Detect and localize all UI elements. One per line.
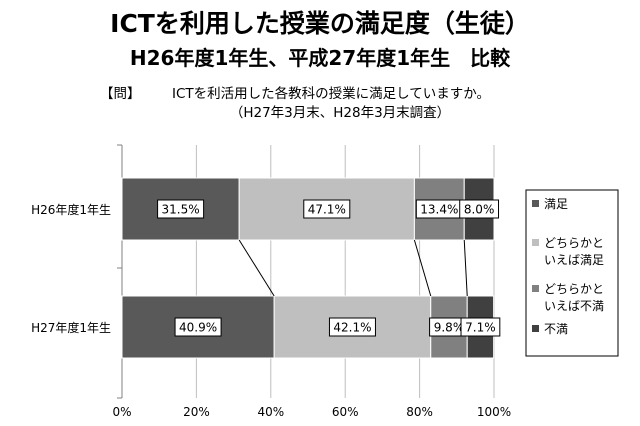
- series-line: [463, 239, 468, 297]
- survey-period: （H27年3月末、H28年3月末調査）: [229, 105, 451, 121]
- category-label: H26年度1年生: [31, 202, 111, 217]
- legend-label: どちらかと: [544, 282, 604, 296]
- data-label-box: [460, 317, 501, 337]
- legend-label: 不満: [544, 322, 568, 336]
- x-tick-label: 20%: [183, 405, 210, 419]
- data-label-box: [328, 317, 376, 337]
- question-label: 【問】: [100, 86, 141, 102]
- legend-label: いえば不満: [544, 299, 604, 313]
- x-tick-label: 0%: [112, 405, 131, 419]
- data-label-box: [174, 317, 222, 337]
- legend-swatch: [532, 325, 539, 332]
- data-label: 13.4%: [420, 203, 458, 217]
- question-text: ICTを利活用した各教科の授業に満足していますか。: [172, 86, 490, 102]
- data-label: 42.1%: [333, 321, 371, 335]
- data-label: 47.1%: [308, 203, 346, 217]
- data-label: 9.8%: [434, 321, 465, 335]
- data-label: 7.1%: [465, 321, 496, 335]
- legend-swatch: [532, 239, 539, 246]
- data-label-box: [459, 199, 500, 219]
- category-label: H27年度1年生: [31, 320, 111, 335]
- chart-title: ICTを利用した授業の満足度（生徒）: [110, 9, 530, 38]
- data-label: 31.5%: [162, 203, 200, 217]
- x-tick-label: 100%: [477, 405, 511, 419]
- legend-label: いえば満足: [544, 253, 604, 267]
- x-tick-label: 80%: [406, 405, 433, 419]
- x-tick-label: 40%: [257, 405, 284, 419]
- series-line: [238, 239, 275, 297]
- legend-label: どちらかと: [544, 236, 604, 250]
- legend-swatch: [532, 285, 539, 292]
- series-line: [413, 239, 432, 297]
- legend-box: [525, 189, 619, 357]
- legend-label: 満足: [544, 197, 568, 211]
- legend-swatch: [532, 200, 539, 207]
- data-label-box: [303, 199, 351, 219]
- data-label: 8.0%: [464, 203, 495, 217]
- chart-subtitle: H26年度1年生、平成27年度1年生 比較: [129, 46, 511, 70]
- data-label-box: [157, 199, 205, 219]
- data-label: 40.9%: [179, 321, 217, 335]
- x-tick-label: 60%: [332, 405, 359, 419]
